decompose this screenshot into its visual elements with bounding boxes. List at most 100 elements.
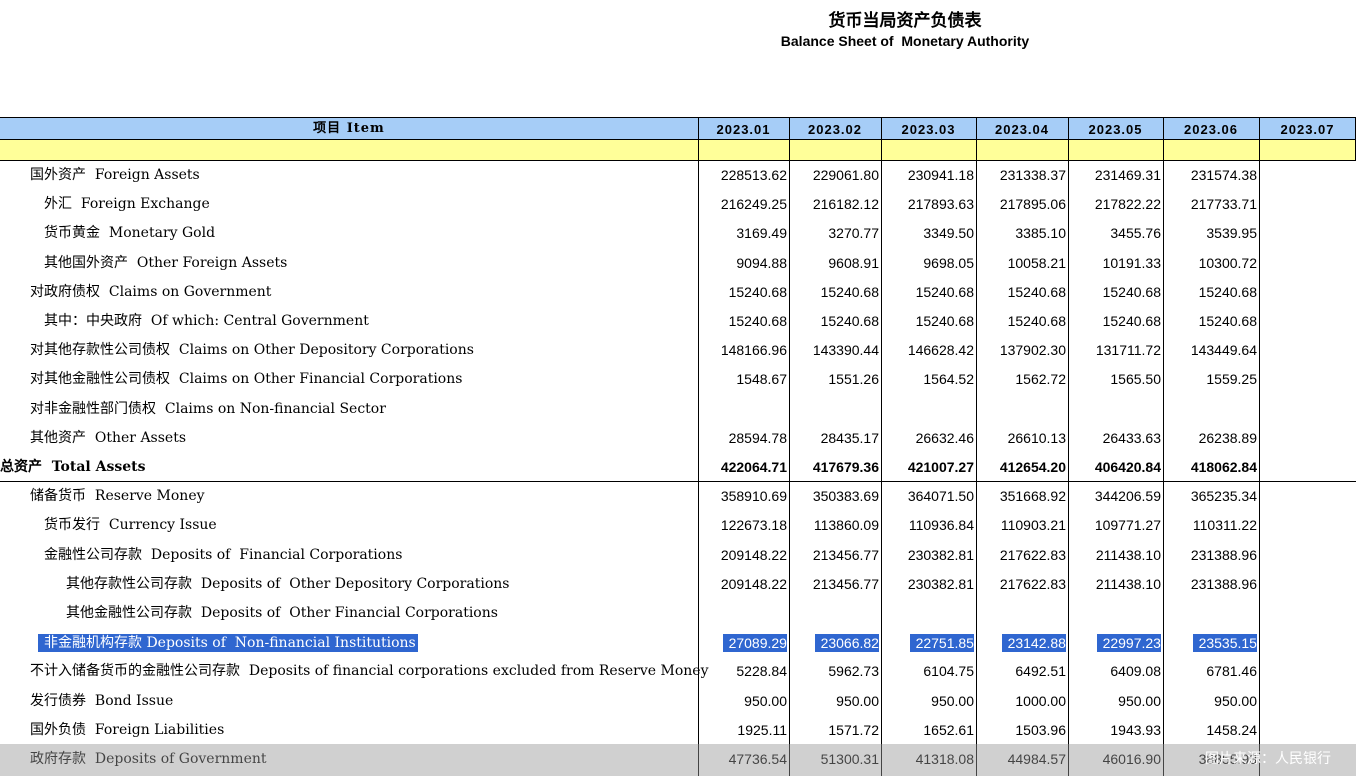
value-cell: 950.00 [1214,692,1257,709]
value-cell: 26433.63 [1102,429,1161,446]
value-cell: 217622.83 [999,546,1066,563]
value-cell: 9608.91 [828,254,879,271]
value-cell: 217622.83 [999,575,1066,592]
value-cell: 113860.09 [813,517,879,534]
column-rule [881,118,882,776]
value-cell: 1925.11 [737,721,787,738]
value-cell: 15240.68 [1102,313,1161,329]
value-cell: 211438.10 [1095,575,1161,592]
value-cell: 15240.68 [915,283,974,300]
value-cell: 10300.72 [1198,254,1257,271]
value-cell: 6781.46 [1206,663,1257,680]
value-cell: 213456.77 [812,546,879,563]
item-header: 项目 Item [313,121,385,136]
value-cell: 27089.29 [722,634,787,653]
value-cell: 137902.30 [999,342,1066,359]
value-cell: 47736.54 [728,751,787,767]
column-rule [1163,118,1164,776]
column-header: 2023.07 [1280,122,1335,137]
value-cell: 3270.77 [828,225,879,242]
row-rule [0,117,1356,118]
row-label: 外汇 Foreign Exchange [44,196,210,213]
row-label: 其他存款性公司存款 Deposits of Other Depository C… [66,575,510,592]
value-cell: 22751.85 [909,634,974,653]
value-cell: 148166.96 [720,342,787,359]
row-label: 储备货币 Reserve Money [30,488,205,505]
row-label: 其他资产 Other Assets [30,429,187,446]
value-cell: 1565.50 [1110,371,1161,388]
value-cell: 26610.13 [1007,429,1066,446]
row-label: 对政府债权 Claims on Government [30,283,272,300]
yellow-band [0,140,1356,160]
column-rule [976,118,977,776]
value-cell: 344206.59 [1094,488,1161,505]
value-cell: 110311.22 [1192,517,1257,534]
value-cell: 1652.61 [923,721,974,738]
value-cell: 351668.92 [999,488,1066,505]
value-cell: 350383.69 [812,488,879,505]
value-cell: 122673.18 [720,517,787,534]
value-cell: 228513.62 [720,167,787,183]
row-label: 国外负债 Foreign Liabilities [30,721,225,738]
value-cell: 1571.72 [828,721,879,738]
value-cell: 1551.26 [828,371,879,388]
column-rule [1259,118,1260,776]
value-cell: 230382.81 [907,546,974,563]
title: 货币当局资产负债表 [828,11,982,31]
column-header: 2023.06 [1184,122,1238,137]
value-cell: 217822.22 [1094,196,1161,213]
value-cell: 1564.52 [923,371,974,388]
row-label: 不计入储备货币的金融性公司存款 Deposits of financial co… [30,663,709,680]
value-cell: 211438.10 [1095,546,1161,563]
value-cell: 217733.71 [1190,196,1257,213]
value-cell: 38855.93 [1198,751,1257,767]
value-cell: 3455.76 [1110,225,1161,242]
value-cell: 209148.22 [720,546,787,563]
value-cell: 364071.50 [907,488,974,505]
value-cell: 26632.46 [915,429,974,446]
row-label: 国外资产 Foreign Assets [30,167,200,183]
row-rule [0,160,1356,161]
value-cell: 143390.44 [812,342,879,359]
value-cell: 110936.84 [908,517,974,534]
value-cell: 209148.22 [720,575,787,592]
value-cell: 358910.69 [720,488,787,505]
value-cell: 1458.24 [1206,721,1257,738]
row-label: 其他金融性公司存款 Deposits of Other Financial Co… [66,605,498,621]
row-label: 其中：中央政府 Of which: Central Government [44,313,369,329]
value-cell: 15240.68 [820,283,879,300]
value-cell: 143449.64 [1190,342,1257,359]
value-cell: 230382.81 [907,575,974,592]
row-label: 非金融机构存款 Deposits of Non-financial Instit… [38,634,418,653]
value-cell: 15240.68 [728,313,787,329]
value-cell: 5962.73 [828,663,879,680]
column-rule [698,118,699,776]
value-cell: 28594.78 [728,429,787,446]
value-cell: 231388.96 [1190,546,1257,563]
shade [0,744,1356,776]
value-cell: 15240.68 [1007,313,1066,329]
value-cell: 15240.68 [915,313,974,329]
value-cell: 23535.15 [1192,634,1257,653]
value-cell: 9698.05 [923,254,974,271]
value-cell: 365235.34 [1190,488,1257,505]
value-cell: 23066.82 [814,634,879,653]
value-cell: 231338.37 [999,167,1066,183]
value-cell: 412654.20 [999,459,1066,475]
value-cell: 26238.89 [1198,429,1257,446]
column-header: 2023.04 [995,122,1049,137]
row-label: 总资产 Total Assets [0,459,146,475]
value-cell: 3539.95 [1206,225,1257,242]
value-cell: 216182.12 [812,196,879,213]
row-label: 货币黄金 Monetary Gold [44,225,216,242]
value-cell: 231469.31 [1094,167,1161,183]
column-header: 2023.01 [716,122,771,137]
value-cell: 110903.21 [1000,517,1066,534]
value-cell: 229061.80 [812,167,879,183]
value-cell: 231574.38 [1190,167,1257,183]
value-cell: 950.00 [836,692,879,709]
value-cell: 6104.75 [923,663,974,680]
value-cell: 22997.23 [1096,634,1161,653]
subtitle: Balance Sheet of Monetary Authority [780,33,1030,49]
